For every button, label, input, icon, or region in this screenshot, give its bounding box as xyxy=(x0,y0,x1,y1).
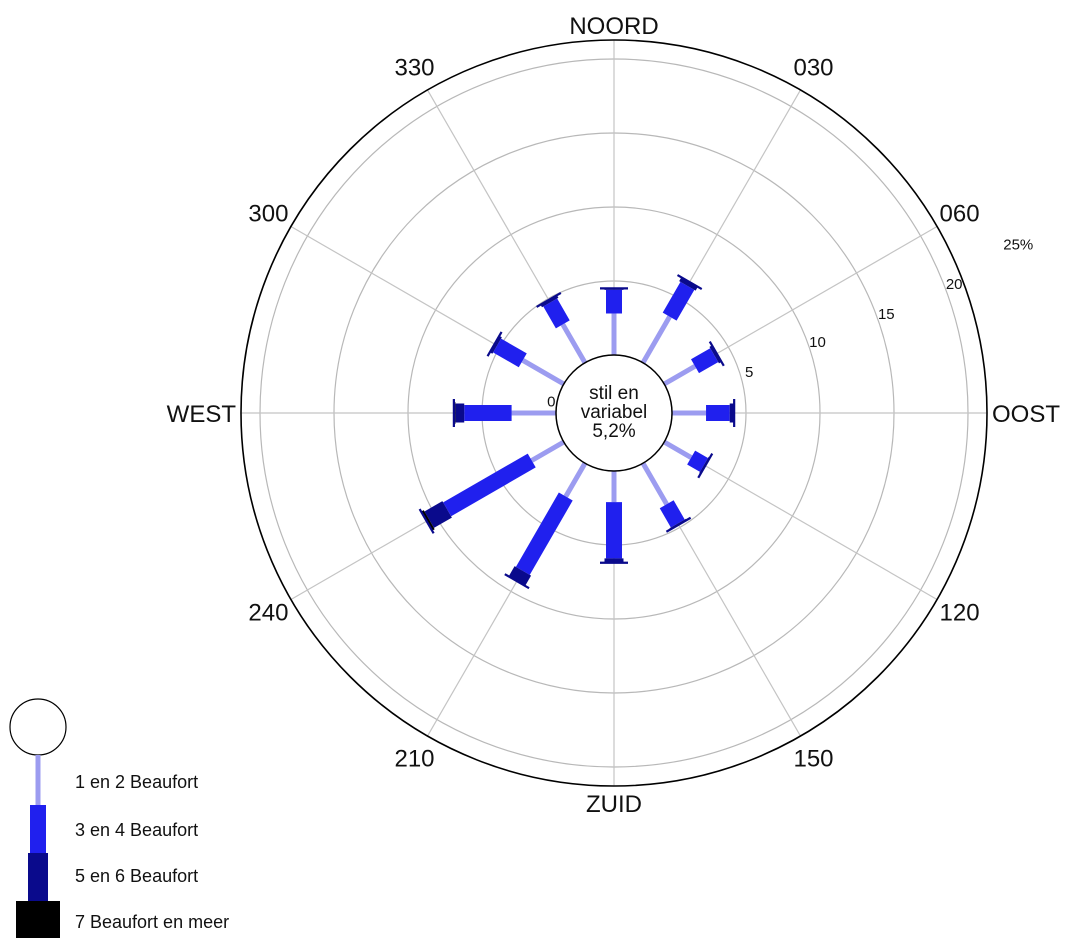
bar-150-class-1 xyxy=(640,461,669,506)
legend-label-1: 1 en 2 Beaufort xyxy=(75,772,198,792)
bar-120-class-2 xyxy=(687,450,708,472)
bar-cap-210 xyxy=(504,573,530,590)
ring-label-10: 10 xyxy=(809,334,826,351)
legend-swatch-2 xyxy=(30,805,46,853)
direction-label-330: 330 xyxy=(394,54,434,81)
bar-300-class-1 xyxy=(521,358,566,387)
bars xyxy=(418,274,736,590)
direction-label-210: 210 xyxy=(394,746,434,773)
ring-label-20: 20 xyxy=(946,276,963,293)
bar-150-class-2 xyxy=(659,500,685,528)
legend-label-4: 7 Beaufort en meer xyxy=(75,912,229,932)
bar-30-class-2 xyxy=(662,281,695,321)
bar-210-class-2 xyxy=(515,492,573,575)
direction-label-150: 150 xyxy=(793,746,833,773)
ring-label-5: 5 xyxy=(745,364,753,381)
legend: 1 en 2 Beaufort 3 en 4 Beaufort 5 en 6 Bea… xyxy=(9,698,229,938)
bar-cap-30 xyxy=(676,274,703,290)
direction-label-OOST: OOST xyxy=(992,401,1060,428)
direction-label-060: 060 xyxy=(940,201,980,228)
bar-330-class-1 xyxy=(560,323,588,365)
bar-cap-240 xyxy=(418,508,435,534)
legend-swatch-3 xyxy=(28,853,48,901)
direction-label-300: 300 xyxy=(248,201,288,228)
direction-label-NOORD: NOORD xyxy=(569,13,658,40)
bar-60-class-2 xyxy=(690,348,719,374)
legend-label-3: 5 en 6 Beaufort xyxy=(75,866,198,886)
direction-label-240: 240 xyxy=(248,600,288,627)
bar-300-class-2 xyxy=(493,338,527,368)
bar-cap-300 xyxy=(486,331,503,357)
bar-240-class-2 xyxy=(443,453,536,517)
outer-circle xyxy=(240,39,988,787)
legend-calm-circle xyxy=(9,698,67,756)
bar-240-class-3 xyxy=(424,501,452,528)
direction-label-030: 030 xyxy=(793,54,833,81)
direction-label-ZUID: ZUID xyxy=(586,791,642,818)
direction-label-120: 120 xyxy=(940,600,980,627)
bar-30-class-1 xyxy=(640,315,672,365)
calm-label-line2: variabel xyxy=(581,402,648,423)
bar-60-class-1 xyxy=(662,364,697,387)
bar-210-class-1 xyxy=(563,461,588,498)
bar-120-class-1 xyxy=(662,439,693,460)
ring-label-25: 25% xyxy=(1003,237,1033,254)
bar-330-class-2 xyxy=(543,298,570,329)
bar-cap-330 xyxy=(536,292,562,308)
spoke-120 xyxy=(663,441,938,601)
bar-cap-150 xyxy=(665,516,692,533)
bar-210-class-3 xyxy=(508,566,532,586)
bar-cap-60 xyxy=(708,340,725,367)
bar-240-class-1 xyxy=(530,439,566,463)
bar-cap-120 xyxy=(697,453,714,479)
direction-label-WEST: WEST xyxy=(167,401,237,428)
legend-swatch-4 xyxy=(16,901,60,938)
calm-circle xyxy=(555,354,673,472)
ring-label-0: 0 xyxy=(547,393,555,410)
calm-value: 5,2% xyxy=(592,421,635,442)
ring-label-15: 15 xyxy=(878,306,895,323)
calm-label-line1: stil en xyxy=(589,383,639,404)
legend-label-2: 3 en 4 Beaufort xyxy=(75,820,198,840)
